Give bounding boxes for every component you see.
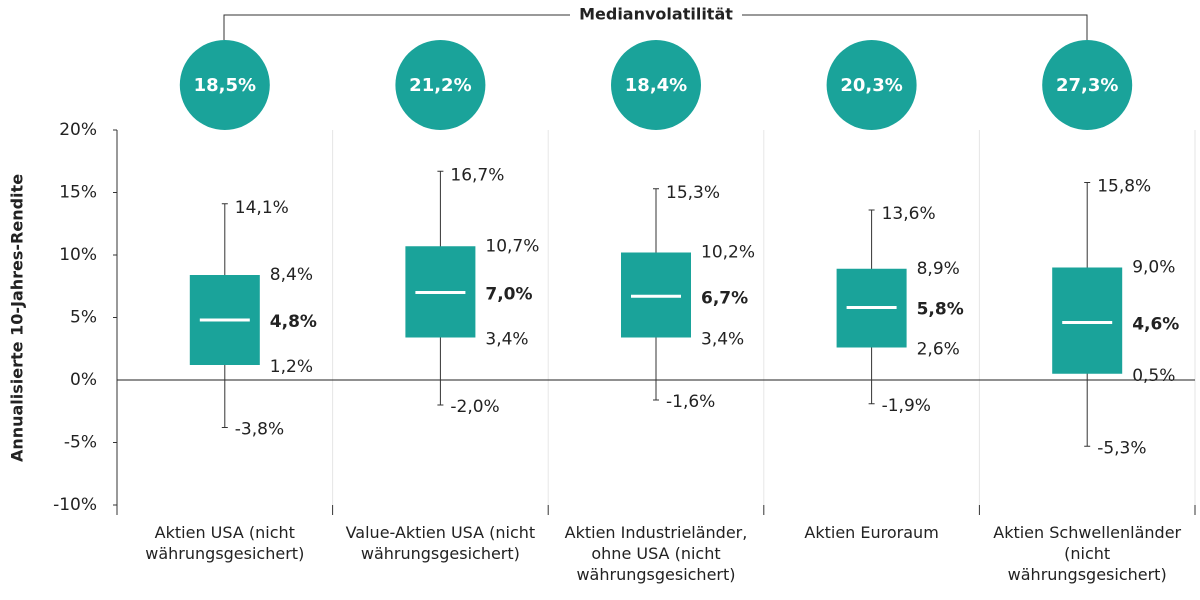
- y-tick-label: -10%: [53, 495, 97, 515]
- q1-label: 3,4%: [485, 330, 528, 350]
- y-tick-label: 5%: [70, 308, 97, 328]
- whisker-high-label: 15,8%: [1097, 177, 1151, 197]
- whisker-low-label: -1,9%: [882, 396, 931, 416]
- median-label: 5,8%: [917, 300, 964, 320]
- median-label: 4,8%: [270, 312, 317, 332]
- volatility-circle: [179, 40, 270, 130]
- x-tick-label: Aktien Industrieländer, ohne USA (nicht …: [564, 523, 748, 584]
- whisker-low-label: -5,3%: [1097, 438, 1146, 458]
- y-tick-label: 20%: [59, 120, 97, 140]
- whisker-high-label: 13,6%: [882, 204, 936, 224]
- q3-label: 9,0%: [1132, 258, 1175, 278]
- volatility-label: 18,5%: [194, 75, 256, 96]
- volatility-circle: [826, 40, 917, 130]
- q3-label: 10,7%: [485, 236, 539, 256]
- y-tick-label: -5%: [64, 433, 97, 453]
- x-tick-label: Aktien USA (nicht währungsgesichert): [145, 523, 305, 563]
- title-bg: [570, 3, 742, 27]
- box: [1052, 267, 1123, 374]
- median-label: 7,0%: [485, 285, 532, 305]
- volatility-circle: [395, 40, 486, 130]
- volatility-label: 27,3%: [1056, 75, 1118, 96]
- q3-label: 8,9%: [917, 259, 960, 279]
- volatility-label: 21,2%: [409, 75, 471, 96]
- q1-label: 2,6%: [917, 340, 960, 360]
- volatility-circle: [1042, 40, 1133, 130]
- whisker-high-label: 14,1%: [235, 198, 289, 218]
- y-tick-label: 10%: [59, 245, 97, 265]
- q3-label: 10,2%: [701, 243, 755, 263]
- x-tick-label: Aktien Euroraum: [804, 523, 939, 542]
- volatility-circle: [611, 40, 701, 130]
- y-axis-label: Annualisierte 10-Jahres-Rendite: [8, 174, 27, 462]
- whisker-low-label: -3,8%: [235, 420, 284, 440]
- y-tick-label: 15%: [59, 183, 97, 203]
- whisker-high-label: 16,7%: [450, 165, 504, 185]
- chart-title: Medianvolatilität: [579, 5, 733, 24]
- q1-label: 3,4%: [701, 330, 744, 350]
- q1-label: 1,2%: [270, 357, 313, 377]
- whisker-low-label: -1,6%: [666, 392, 715, 412]
- whisker-low-label: -2,0%: [450, 397, 499, 417]
- median-label: 4,6%: [1132, 315, 1179, 335]
- whisker-high-label: 15,3%: [666, 183, 720, 203]
- x-tick-label: Value-Aktien USA (nicht währungsgesicher…: [345, 523, 536, 563]
- median-label: 6,7%: [701, 288, 748, 308]
- q1-label: 0,5%: [1132, 366, 1175, 386]
- x-tick-label: Aktien Schwellenländer (nicht währungsge…: [993, 523, 1182, 584]
- volatility-label: 18,4%: [625, 75, 687, 96]
- q3-label: 8,4%: [270, 265, 313, 285]
- y-tick-label: 0%: [70, 370, 97, 390]
- volatility-label: 20,3%: [840, 75, 902, 96]
